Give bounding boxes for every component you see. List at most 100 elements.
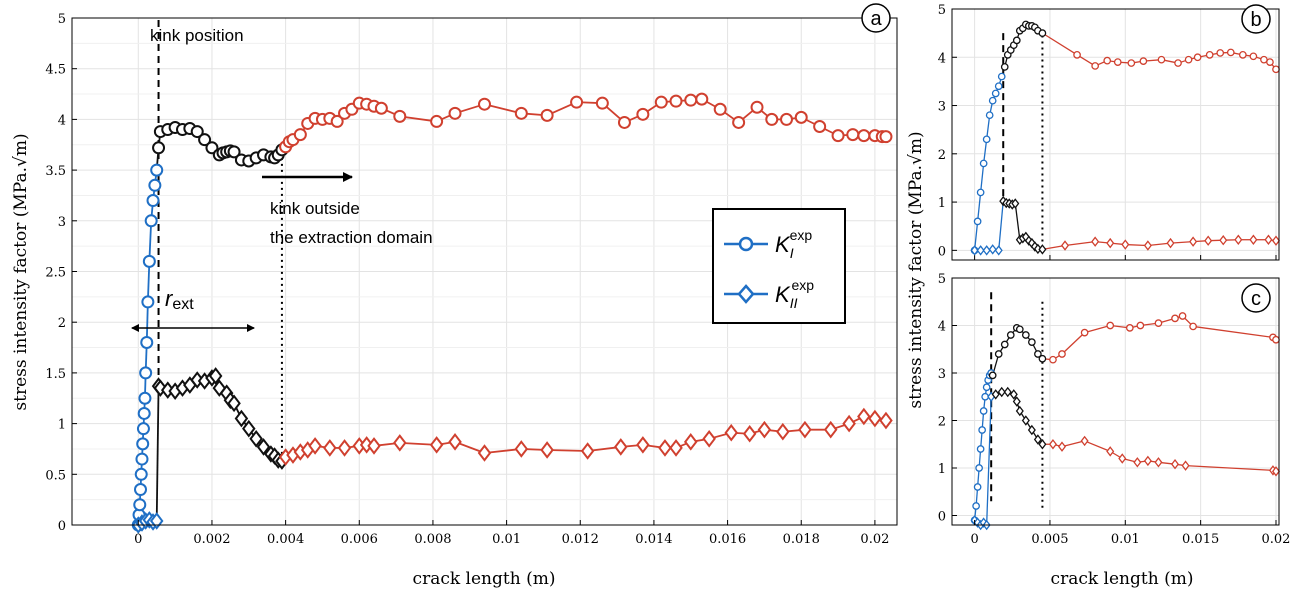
panel-a-x-axis-label: crack length (m) [413,569,556,589]
series-k1-segment [1061,332,1086,355]
series-k2-point [1170,458,1180,470]
series-k1-point [780,112,794,126]
x-tick-label: 0.004 [267,532,304,547]
y-tick-label: 4.5 [45,63,66,78]
series-k1-point [144,214,158,228]
panel-a-x-ticks: 0 0.002 0.004 0.006 0.008 0.01 0.012 0.014 0.016… [134,520,889,547]
series-k1-point [478,97,491,111]
y-tick-label: 1 [58,418,66,433]
series-k2-point [1057,441,1067,452]
panel-b-guides [1002,33,1044,251]
y-tick-label: 5 [938,3,946,18]
series-k2-point [636,436,650,454]
series-k1-point [198,133,212,147]
series-k2-point [997,386,1006,398]
series-k1-point [141,295,155,309]
series-k2-point [448,433,462,451]
series-k1-point [988,371,997,380]
panel-b-label-circle [1241,4,1271,34]
series-k1-point [330,114,344,128]
legend-k2-main: K [775,282,791,307]
series-k2-segment [1147,242,1171,247]
series-k1-point [794,110,808,124]
series-k2-point [823,420,838,439]
series-k1-point [1113,58,1122,66]
series-k2-point [1143,240,1152,251]
series-k2-point [970,245,979,256]
series-k1-point [140,335,154,349]
series-k1-point [293,128,307,142]
series-k1-point [1103,56,1112,65]
y-tick-label: 3 [938,367,946,382]
series-k2-point [1038,439,1047,450]
legend: KIexp KIIexp [712,208,846,324]
series-k1-point [1205,51,1214,59]
x-tick-label: 0.012 [562,532,599,547]
series-k1-point [976,445,985,453]
series-k1-point [150,163,164,177]
series-k1-point [978,426,986,434]
series-k2-point [323,439,337,457]
series-k1-point [1216,49,1225,57]
series-k1-point [136,422,150,436]
series-k2-point [1048,439,1057,450]
series-k1-point [617,115,631,129]
y-tick-label: 3 [58,215,66,230]
series-k1-point [1028,338,1036,346]
x-tick-label: 0.018 [783,532,820,547]
series-k1-point [636,107,650,121]
series-k1-point [1049,355,1057,364]
series-k1-segment [976,192,982,222]
panel-c-frame [951,277,1280,526]
y-tick-label: 2 [58,316,66,331]
panel-c-x-axis-label: crack length (m) [1051,569,1194,589]
legend-k1-marker [738,236,754,252]
series-k1-segment [986,115,991,140]
series-k2-point [1009,389,1018,400]
series-k1-point [448,106,462,120]
series-k2-point [1091,236,1100,247]
series-k1-point [1006,331,1015,339]
series-k1-point [972,502,980,510]
series-k1-point [857,129,871,143]
series-k2-point [208,367,223,385]
series-k2-point [1166,237,1175,249]
series-k1-point [1226,48,1235,57]
legend-box [712,208,846,324]
x-tick-label: 0.015 [1182,532,1219,547]
series-k2-point [1118,453,1127,464]
series-k2-point [1271,466,1281,477]
y-tick-label: 0 [938,510,946,525]
series-k2-point [1133,457,1142,468]
series-k2-point [1204,235,1213,246]
y-tick-label: 5 [58,12,66,27]
series-k1-point [227,145,241,159]
series-k2-segment [1084,440,1111,452]
series-k1-point [1154,319,1163,327]
series-k1-point [1125,324,1134,332]
series-k2-point [1143,455,1152,467]
series-k1-point [1139,57,1148,65]
series-k2-point [1012,396,1021,407]
series-k1-point [1038,29,1047,37]
y-tick-label: 2 [938,415,946,430]
series-k2-point [982,245,991,256]
series-k1-point [1000,340,1009,349]
panel-b-label: b [1250,9,1261,31]
legend-k1-main: K [775,232,791,257]
series-k1-point [1034,350,1042,358]
y-tick-label: 0.5 [45,468,66,483]
series-k1-point [152,141,166,155]
series-k2-point [842,414,856,433]
series-k1-point [994,82,1003,91]
series-k1-point [1189,322,1197,331]
series-k1-point [1272,65,1280,74]
series-k1-point [1080,328,1089,337]
series-k2-point [1271,235,1281,246]
series-k2-point [757,420,772,439]
series-k1-point [1157,55,1166,64]
series-k1-point [1127,59,1136,67]
kink-outside-annotation-line2: the extraction domain [270,228,433,247]
series-k2-point [857,407,871,426]
series-k1-point [1171,314,1179,323]
